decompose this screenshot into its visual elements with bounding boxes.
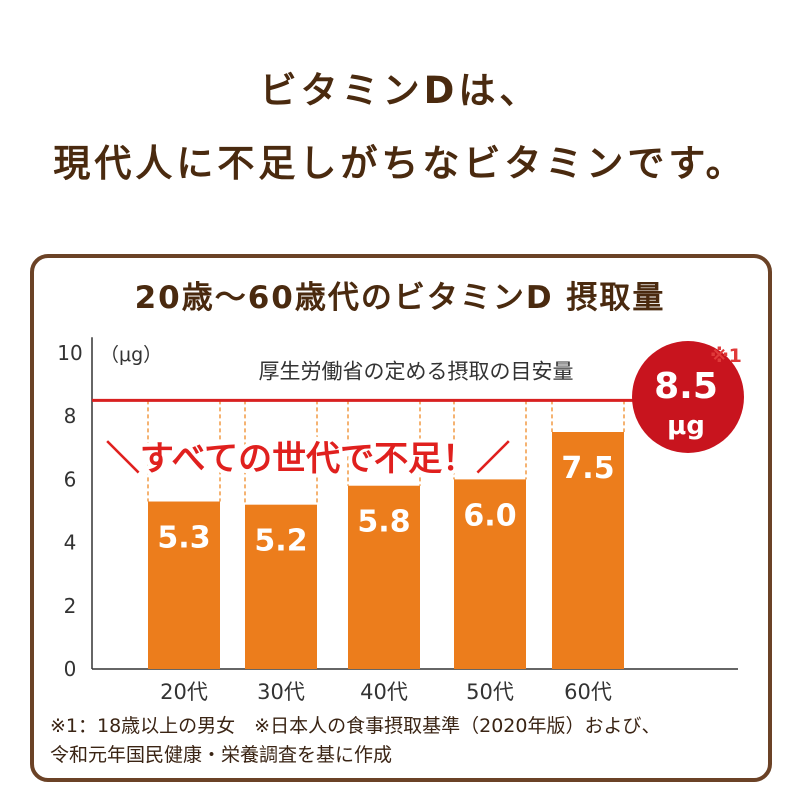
x-tick-label: 20代 [160,680,208,704]
chart-title: 20歳～60歳代のビタミンD 摂取量 [134,280,666,316]
y-tick-label: 10 [57,341,82,365]
reference-badge-unit: μg [667,411,705,441]
reference-note-mark: ※1 [710,345,742,367]
x-tick-label: 30代 [257,680,305,704]
reference-label: 厚生労働省の定める摂取の目安量 [259,359,574,383]
x-tick-label: 40代 [360,680,408,704]
bar-value-label: 5.8 [357,505,410,540]
bar [148,501,220,669]
bar [552,432,624,669]
bar-value-label: 7.5 [561,451,614,486]
y-tick-label: 8 [64,404,77,428]
x-tick-label: 50代 [466,680,514,704]
y-tick-label: 0 [64,657,77,681]
footnote-line-2: 令和元年国民健康・栄養調査を基に作成 [50,744,393,766]
y-tick-label: 4 [64,531,77,555]
bar [245,504,317,669]
x-tick-label: 60代 [564,680,612,704]
bar [348,485,420,669]
footnote-line-1: ※1：18歳以上の男女 ※日本人の食事摂取基準（2020年版）および、 [50,715,661,737]
bar-value-label: 5.3 [157,521,210,556]
reference-badge-value: 8.5 [654,366,718,407]
reference-badge [632,341,744,453]
headline-line-1: ビタミンDは、 [259,69,541,112]
bar-value-label: 5.2 [254,524,307,559]
bar-value-label: 6.0 [463,498,516,533]
bar [454,479,526,669]
y-unit-label: （μg） [100,344,162,366]
chart-frame [30,254,772,782]
callout-text: ＼すべての世代で不足！／ [106,439,510,479]
y-tick-label: 2 [64,594,77,618]
headline-line-2: 現代人に不足しがちなビタミンです。 [53,142,747,185]
y-tick-label: 6 [64,467,77,491]
